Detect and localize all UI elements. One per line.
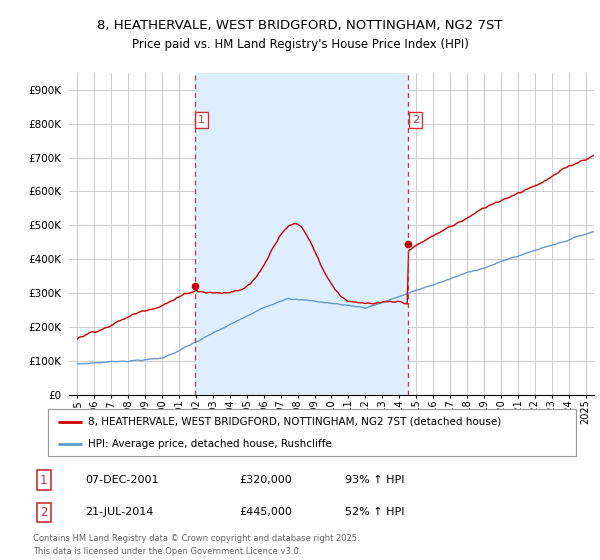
Text: Contains HM Land Registry data © Crown copyright and database right 2025.
This d: Contains HM Land Registry data © Crown c… xyxy=(33,534,359,556)
Text: £445,000: £445,000 xyxy=(240,507,293,517)
Text: 2: 2 xyxy=(40,506,47,519)
Text: 8, HEATHERVALE, WEST BRIDGFORD, NOTTINGHAM, NG2 7ST (detached house): 8, HEATHERVALE, WEST BRIDGFORD, NOTTINGH… xyxy=(88,417,501,427)
Text: HPI: Average price, detached house, Rushcliffe: HPI: Average price, detached house, Rush… xyxy=(88,438,331,449)
Text: £320,000: £320,000 xyxy=(240,475,293,486)
Text: 2: 2 xyxy=(412,115,419,125)
Text: 93% ↑ HPI: 93% ↑ HPI xyxy=(344,475,404,486)
Text: 1: 1 xyxy=(198,115,205,125)
Bar xyxy=(194,73,409,395)
Text: 07-DEC-2001: 07-DEC-2001 xyxy=(85,475,158,486)
Text: 1: 1 xyxy=(40,474,47,487)
Text: Price paid vs. HM Land Registry's House Price Index (HPI): Price paid vs. HM Land Registry's House … xyxy=(131,38,469,52)
Text: 8, HEATHERVALE, WEST BRIDGFORD, NOTTINGHAM, NG2 7ST: 8, HEATHERVALE, WEST BRIDGFORD, NOTTINGH… xyxy=(97,18,503,32)
Text: 52% ↑ HPI: 52% ↑ HPI xyxy=(344,507,404,517)
Text: 21-JUL-2014: 21-JUL-2014 xyxy=(85,507,154,517)
